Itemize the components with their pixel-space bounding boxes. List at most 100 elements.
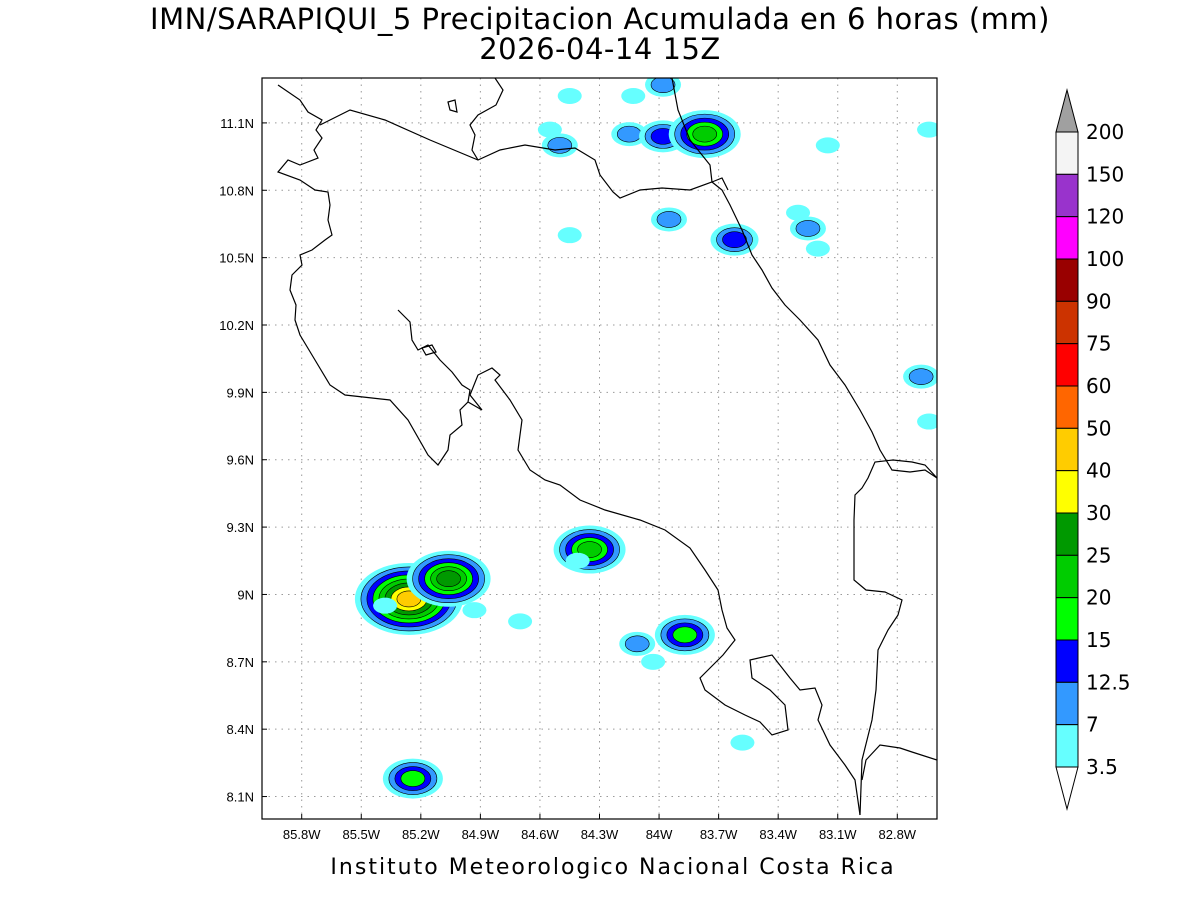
precip-contour: [400, 770, 426, 787]
y-tick-label: 8.4N: [227, 722, 254, 737]
precip-cell: [462, 602, 487, 619]
credit-text: Instituto Meteorologico Nacional Costa R…: [330, 855, 896, 880]
colorbar-segment: [1055, 131, 1079, 175]
precip-cell: [710, 223, 759, 256]
y-tick-label: 9N: [237, 587, 254, 602]
colorbar-segment: [1055, 216, 1079, 260]
x-tick-label: 84W: [646, 827, 673, 842]
precip-cell: [917, 413, 937, 430]
x-tick-label: 83.1W: [819, 827, 857, 842]
x-tick-label: 85.2W: [402, 827, 440, 842]
precip-contour: [786, 204, 811, 221]
nicaragua-costa-rica-border: [319, 109, 729, 199]
colorbar-segment: [1055, 512, 1079, 556]
precip-contour: [557, 227, 582, 244]
precip-contour: [537, 121, 562, 138]
precip-contour: [373, 597, 398, 614]
costa-rica-panama-border: [853, 459, 937, 816]
precip-cell: [650, 207, 687, 232]
x-tick-label: 82.8W: [879, 827, 917, 842]
precip-cell: [557, 227, 582, 244]
y-tick-label: 10.5N: [219, 251, 254, 266]
colorbar-label: 150: [1086, 162, 1124, 186]
precip-cell: [611, 122, 648, 147]
precip-cell: [537, 121, 562, 138]
precip-cell: [786, 204, 811, 221]
precip-contour: [917, 413, 937, 430]
nicoya-coastline: [397, 309, 471, 403]
panama-pacific-coast: [861, 744, 937, 781]
precip-contour: [547, 137, 573, 154]
precip-cell: [645, 78, 682, 97]
chira-island: [421, 344, 437, 356]
precip-contour: [692, 125, 718, 143]
colorbar-bottom-arrow: [1055, 766, 1079, 811]
precip-cell: [903, 364, 937, 389]
precip-contour: [722, 231, 747, 248]
colorbar-label: 7: [1086, 713, 1099, 737]
precip-cell: [406, 550, 491, 607]
precip-cell: [730, 734, 755, 751]
x-tick-label: 84.6W: [521, 827, 559, 842]
precip-cell: [619, 631, 656, 656]
colorbar-label: 12.5: [1086, 670, 1131, 694]
colorbar-label: 60: [1086, 374, 1111, 398]
precip-contour: [815, 137, 840, 154]
colorbar-segment: [1055, 173, 1079, 218]
y-tick-label: 8.1N: [227, 790, 254, 805]
y-tick-label: 8.7N: [227, 655, 254, 670]
precip-contour: [805, 240, 830, 257]
x-tick-label: 85.8W: [283, 827, 321, 842]
precip-contour: [650, 78, 676, 94]
y-axis-labels: 11.1N 10.8N 10.5N 10.2N 9.9N 9.6N 9.3N 9N 8.7N 8.…: [219, 116, 267, 805]
colorbar-segment: [1055, 470, 1079, 514]
y-tick-label: 9.3N: [227, 520, 254, 535]
precip-contour: [616, 125, 642, 143]
colorbar-segment: [1055, 385, 1079, 429]
colorbar-segment: [1055, 681, 1079, 726]
precip-cell: [373, 597, 398, 614]
precip-cell: [382, 758, 443, 799]
precip-cell: [917, 121, 937, 138]
precip-contour: [508, 613, 533, 630]
colorbar-segment: [1055, 639, 1079, 683]
map-title: IMN/SARAPIQUI_5 Precipitacion Acumulada …: [150, 2, 1050, 36]
colorbar-top-arrow: [1055, 88, 1079, 133]
nicaragua-coastline: [276, 84, 861, 816]
colorbar-label: 15: [1086, 628, 1111, 652]
colorbar-segment: [1055, 554, 1079, 599]
x-tick-label: 85.5W: [342, 827, 380, 842]
colorbar-label: 30: [1086, 501, 1111, 525]
precip-cell: [508, 613, 533, 630]
precip-cell: [789, 216, 826, 241]
colorbar-label: 100: [1086, 247, 1124, 271]
precip-cell: [668, 110, 741, 159]
precip-cell: [805, 240, 830, 257]
colorbar-label: 20: [1086, 586, 1111, 610]
san-juan-river: [469, 78, 504, 161]
map-gridlines: [262, 78, 937, 819]
colorbar-label: 25: [1086, 543, 1111, 567]
y-tick-label: 9.6N: [227, 453, 254, 468]
colorbar-segment: [1055, 258, 1079, 302]
precip-contour: [557, 87, 582, 104]
precip-cell: [565, 552, 590, 569]
precip-cell: [654, 614, 715, 655]
colorbar-segment: [1055, 724, 1079, 768]
precip-contour: [621, 87, 646, 104]
colorbar-segment: [1055, 300, 1079, 345]
colorbar-label: 90: [1086, 289, 1111, 313]
colorbar-label: 75: [1086, 332, 1111, 356]
precip-cell: [815, 137, 840, 154]
precip-cell: [641, 653, 666, 670]
precip-cell: [621, 87, 646, 104]
precip-contour: [795, 220, 821, 237]
colorbar-label: 50: [1086, 416, 1111, 440]
precip-contour: [656, 211, 682, 228]
precip-contour: [672, 626, 698, 644]
precip-cell: [541, 133, 578, 158]
precip-contour: [917, 121, 937, 138]
map-subtitle-date: 2026-04-14 15Z: [479, 32, 721, 66]
x-tick-label: 84.3W: [581, 827, 619, 842]
